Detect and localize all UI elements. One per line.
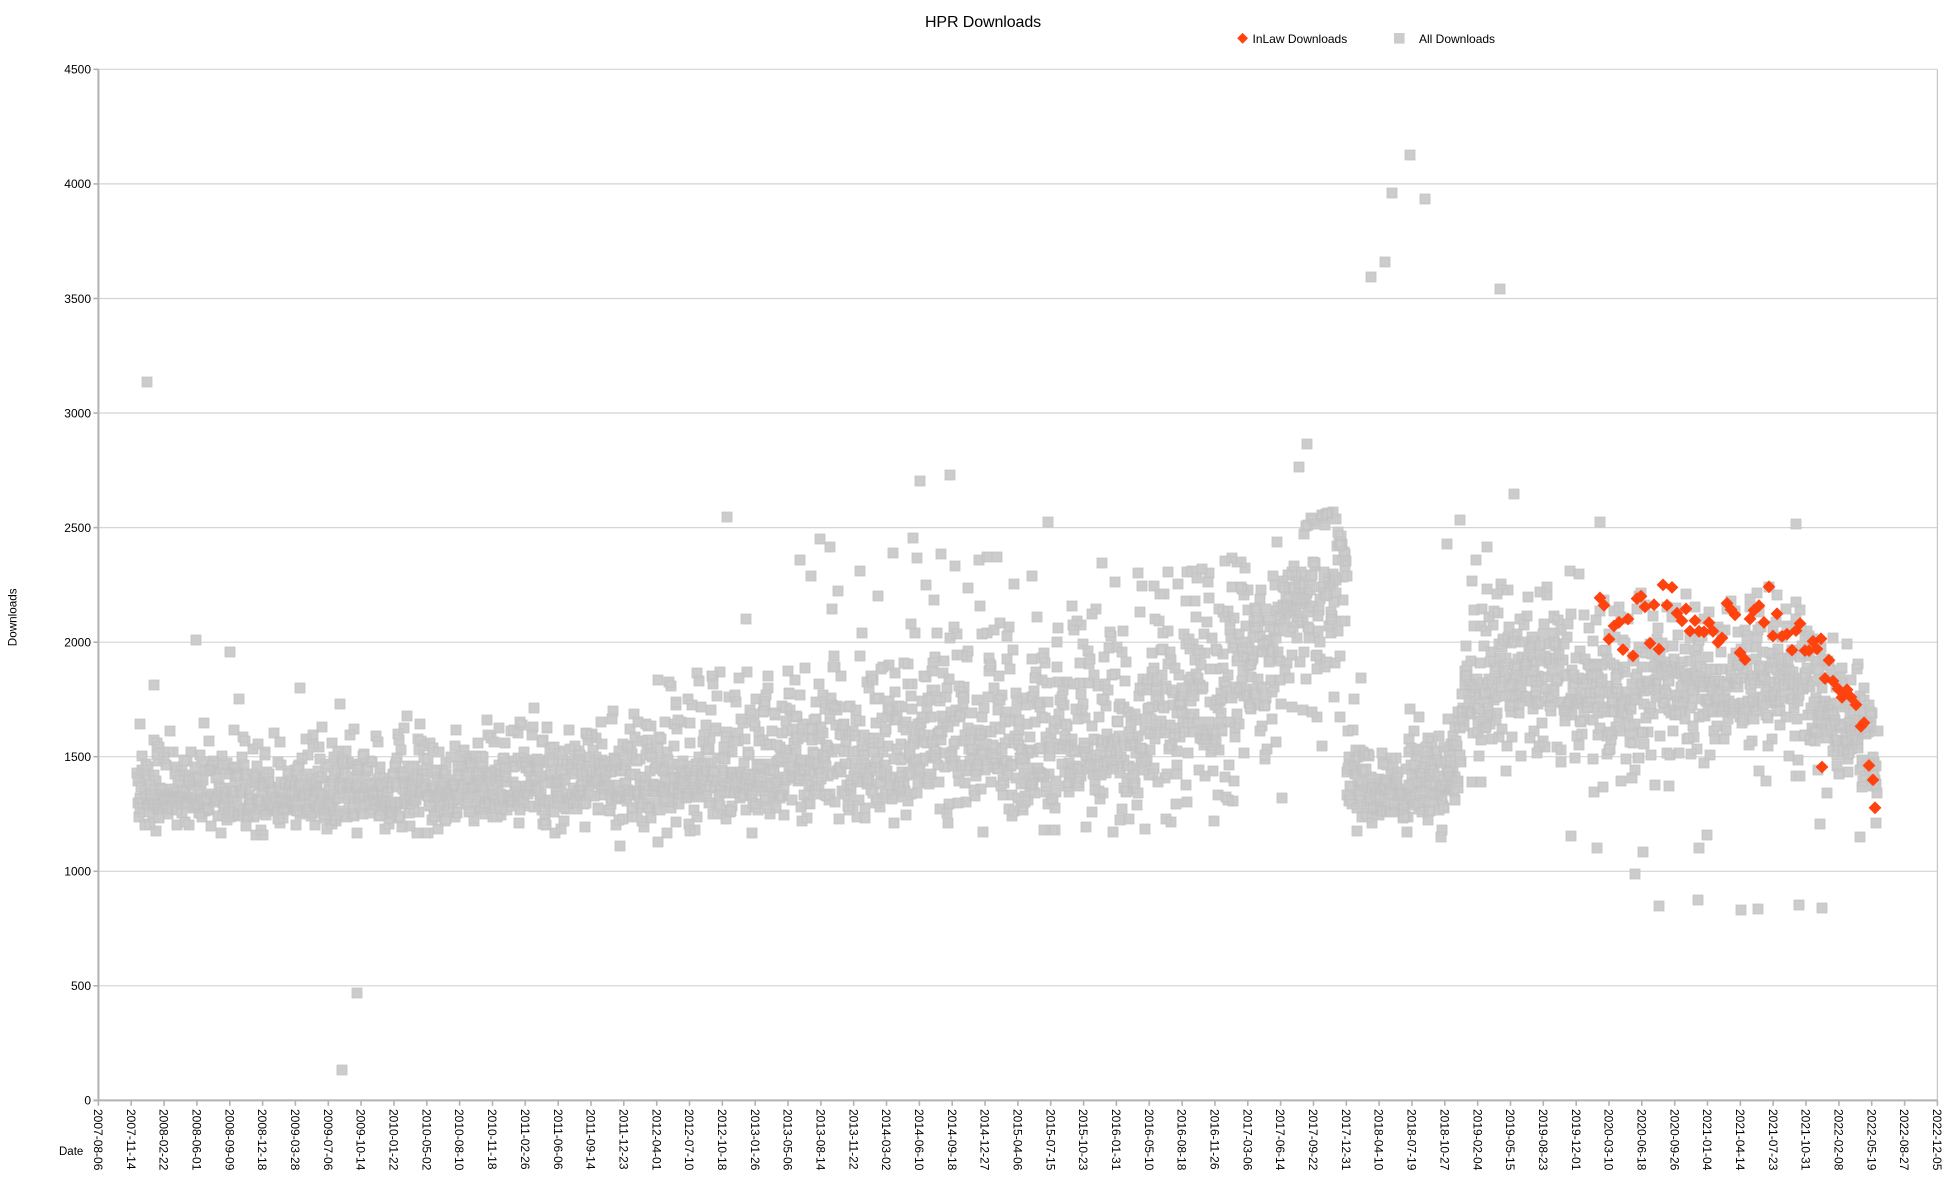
svg-text:2015-10-23: 2015-10-23 (1076, 1109, 1090, 1171)
svg-text:500: 500 (71, 979, 91, 993)
svg-text:2012-04-01: 2012-04-01 (649, 1109, 663, 1171)
svg-text:2011-12-23: 2011-12-23 (616, 1109, 630, 1170)
svg-text:Date: Date (59, 1146, 83, 1158)
svg-text:2018-07-19: 2018-07-19 (1405, 1109, 1419, 1171)
svg-text:2015-04-06: 2015-04-06 (1011, 1109, 1025, 1171)
svg-text:2018-10-27: 2018-10-27 (1437, 1109, 1451, 1171)
svg-text:2014-09-18: 2014-09-18 (945, 1109, 959, 1171)
svg-text:2018-04-10: 2018-04-10 (1372, 1109, 1386, 1171)
svg-text:Downloads: Downloads (6, 588, 19, 646)
svg-text:2019-05-15: 2019-05-15 (1503, 1109, 1517, 1171)
svg-text:0: 0 (84, 1094, 91, 1108)
svg-text:2007-08-06: 2007-08-06 (91, 1109, 105, 1171)
svg-text:InLaw Downloads: InLaw Downloads (1253, 32, 1348, 46)
svg-text:4000: 4000 (64, 177, 91, 191)
svg-text:2020-06-18: 2020-06-18 (1634, 1109, 1648, 1171)
svg-text:2013-05-06: 2013-05-06 (781, 1109, 795, 1171)
svg-text:2014-06-10: 2014-06-10 (912, 1109, 926, 1171)
svg-text:2009-03-28: 2009-03-28 (288, 1109, 302, 1171)
svg-text:2013-08-14: 2013-08-14 (814, 1109, 828, 1171)
svg-text:All Downloads: All Downloads (1419, 32, 1495, 46)
svg-text:2016-01-31: 2016-01-31 (1109, 1109, 1123, 1171)
svg-text:2011-02-26: 2011-02-26 (518, 1109, 532, 1170)
svg-text:2500: 2500 (64, 521, 91, 535)
svg-text:3000: 3000 (64, 406, 91, 420)
svg-text:2021-10-31: 2021-10-31 (1799, 1109, 1813, 1171)
svg-text:3500: 3500 (64, 292, 91, 306)
svg-text:2017-09-22: 2017-09-22 (1306, 1109, 1320, 1171)
svg-text:2008-12-18: 2008-12-18 (255, 1109, 269, 1171)
svg-text:2007-11-14: 2007-11-14 (124, 1109, 138, 1170)
svg-text:2020-09-26: 2020-09-26 (1667, 1109, 1681, 1171)
svg-text:2010-05-02: 2010-05-02 (419, 1109, 433, 1171)
svg-text:2016-11-26: 2016-11-26 (1208, 1109, 1222, 1170)
svg-text:2010-01-22: 2010-01-22 (387, 1109, 401, 1171)
svg-text:2022-12-05: 2022-12-05 (1930, 1109, 1944, 1171)
svg-text:2000: 2000 (64, 636, 91, 650)
svg-text:2011-09-14: 2011-09-14 (584, 1109, 598, 1170)
svg-text:2013-11-22: 2013-11-22 (846, 1109, 860, 1170)
svg-text:2016-08-18: 2016-08-18 (1175, 1109, 1189, 1171)
svg-text:2017-06-14: 2017-06-14 (1273, 1109, 1287, 1171)
svg-text:2008-09-09: 2008-09-09 (222, 1109, 236, 1171)
svg-text:2017-03-06: 2017-03-06 (1240, 1109, 1254, 1171)
svg-text:2021-07-23: 2021-07-23 (1766, 1109, 1780, 1171)
svg-text:2019-02-04: 2019-02-04 (1470, 1109, 1484, 1171)
svg-text:2011-06-06: 2011-06-06 (551, 1109, 565, 1170)
svg-text:2009-07-06: 2009-07-06 (321, 1109, 335, 1171)
svg-text:2022-08-27: 2022-08-27 (1897, 1109, 1911, 1171)
svg-text:2022-05-19: 2022-05-19 (1864, 1109, 1878, 1171)
svg-text:2008-06-01: 2008-06-01 (190, 1109, 204, 1171)
svg-text:1500: 1500 (64, 750, 91, 764)
svg-text:2021-01-04: 2021-01-04 (1700, 1109, 1714, 1171)
svg-text:2022-02-08: 2022-02-08 (1832, 1109, 1846, 1171)
svg-text:2010-11-18: 2010-11-18 (485, 1109, 499, 1170)
svg-text:1000: 1000 (64, 865, 91, 879)
svg-text:2015-07-15: 2015-07-15 (1043, 1109, 1057, 1171)
svg-text:2009-10-14: 2009-10-14 (354, 1109, 368, 1171)
svg-text:2020-03-10: 2020-03-10 (1602, 1109, 1616, 1171)
svg-text:2014-03-02: 2014-03-02 (879, 1109, 893, 1171)
svg-text:2019-12-01: 2019-12-01 (1569, 1109, 1583, 1171)
svg-text:2008-02-22: 2008-02-22 (157, 1109, 171, 1171)
svg-text:2014-12-27: 2014-12-27 (978, 1109, 992, 1171)
svg-text:2017-12-31: 2017-12-31 (1339, 1109, 1353, 1171)
svg-text:2019-08-23: 2019-08-23 (1536, 1109, 1550, 1171)
svg-text:HPR Downloads: HPR Downloads (925, 14, 1041, 31)
svg-text:2021-04-14: 2021-04-14 (1733, 1109, 1747, 1171)
svg-text:2010-08-10: 2010-08-10 (452, 1109, 466, 1171)
svg-text:2012-10-18: 2012-10-18 (715, 1109, 729, 1171)
svg-text:4500: 4500 (64, 63, 91, 77)
svg-text:2016-05-10: 2016-05-10 (1142, 1109, 1156, 1171)
svg-text:2012-07-10: 2012-07-10 (682, 1109, 696, 1171)
svg-text:2013-01-26: 2013-01-26 (748, 1109, 762, 1171)
